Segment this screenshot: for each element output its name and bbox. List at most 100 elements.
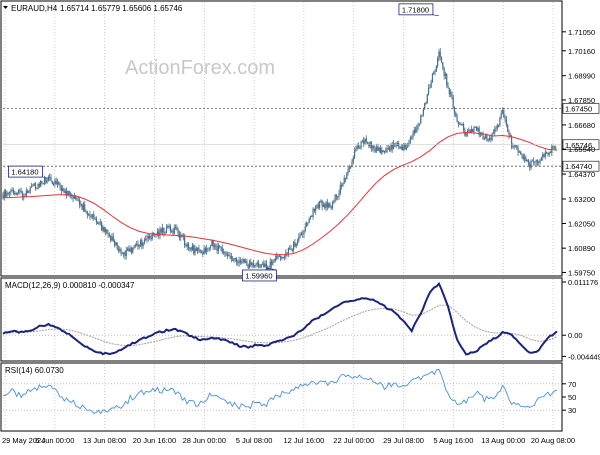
candle-body: [399, 146, 401, 149]
candle-body: [7, 192, 9, 194]
candle-body: [121, 253, 123, 255]
candle-body: [379, 147, 382, 154]
candle-body: [85, 211, 87, 213]
candle-body: [106, 229, 108, 234]
annotation-box: [8, 165, 43, 178]
candle-body: [429, 87, 431, 89]
candle-body: [36, 188, 38, 189]
candle-body: [486, 135, 488, 141]
candle-body: [174, 227, 177, 229]
x-tick-label: 6 Jun 00:00: [35, 436, 74, 445]
candle-body: [158, 231, 160, 236]
candle-body: [235, 258, 238, 263]
candle-body: [316, 205, 318, 207]
candle-body: [459, 123, 461, 125]
price-y-tick-label: 1.65540: [568, 145, 595, 154]
candle-body: [193, 245, 195, 254]
candle-body: [254, 264, 256, 267]
candle-body: [58, 182, 60, 185]
candle-body: [437, 58, 439, 67]
candle-body: [38, 183, 40, 187]
candle-body: [408, 140, 410, 144]
header-symbol: EURAUD,H4: [11, 4, 58, 13]
candle-body: [304, 226, 306, 231]
candle-body: [98, 223, 100, 225]
candle-body: [341, 185, 343, 187]
candle-body: [243, 259, 245, 263]
candle-body: [350, 165, 352, 168]
candle-body: [241, 261, 243, 263]
candle-body: [457, 121, 459, 124]
candle-body: [47, 176, 50, 181]
candle-body: [233, 258, 235, 261]
candle-body: [387, 147, 389, 149]
candle-body: [529, 163, 531, 168]
rsi-y-tick-label: 50: [568, 393, 576, 402]
candle-body: [138, 245, 140, 247]
candle-body: [426, 94, 428, 104]
candle-body: [530, 160, 532, 168]
candle-body: [425, 103, 427, 104]
candle-body: [507, 125, 509, 132]
candle-body: [291, 249, 293, 251]
candle-body: [171, 230, 173, 232]
candle-body: [385, 150, 387, 152]
candle-body: [97, 221, 99, 224]
candle-body: [283, 255, 286, 258]
candle-body: [527, 159, 530, 164]
candle-body: [246, 261, 248, 266]
candle-body: [326, 202, 328, 208]
candle-body: [164, 232, 166, 234]
candle-body: [141, 240, 143, 247]
candle-body: [143, 239, 146, 243]
candle-body: [191, 245, 194, 251]
annotation-label: 1.64180: [11, 168, 38, 177]
candle-body: [75, 196, 77, 199]
price-y-tick-label: 1.62050: [568, 219, 595, 228]
candle-body: [217, 245, 219, 251]
macd-signal-line: [2, 304, 558, 347]
candle-body: [412, 134, 414, 138]
candle-body: [427, 88, 430, 95]
candle-body: [494, 129, 496, 133]
x-tick-label: 20 Jun 16:00: [133, 436, 176, 445]
candle-body: [295, 244, 297, 247]
dropdown-icon[interactable]: [3, 6, 8, 9]
candle-body: [224, 251, 226, 254]
candle-body: [395, 145, 397, 147]
candle-body: [303, 230, 305, 235]
price-layer: 1.67450 1.64740 1.65746 1.64180 1.59960 1.718…: [2, 3, 600, 282]
candle-body: [505, 119, 508, 126]
candle-body: [25, 190, 27, 196]
candle-body: [264, 263, 266, 268]
candle-body: [389, 147, 391, 151]
level-label-box: [562, 160, 600, 172]
candle-body: [342, 183, 344, 187]
candle-body: [132, 247, 134, 253]
candle-body: [343, 177, 345, 184]
candle-body: [282, 257, 284, 258]
candle-body: [34, 183, 37, 189]
level-label: 1.67450: [565, 104, 592, 113]
candle-body: [455, 112, 457, 117]
candle-body: [242, 259, 244, 262]
candle-body: [400, 146, 402, 149]
candle-body: [540, 157, 543, 161]
candle-body: [363, 140, 365, 144]
x-tick-label: 5 Jul 08:00: [236, 436, 273, 445]
candle-body: [15, 193, 17, 196]
candle-body: [8, 192, 11, 194]
candle-body: [470, 129, 472, 133]
candle-body: [337, 196, 339, 198]
candle-body: [107, 233, 109, 235]
candle-body: [330, 207, 332, 208]
candle-body: [247, 265, 249, 269]
candle-body: [376, 146, 378, 152]
candle-body: [203, 248, 205, 255]
level-label-box: [562, 139, 600, 151]
candle-body: [160, 228, 162, 233]
rsi-panel: [0, 362, 563, 432]
candle-body: [452, 97, 454, 107]
price-y-tick-label: 1.71050: [568, 28, 595, 37]
candle-body: [526, 159, 528, 162]
